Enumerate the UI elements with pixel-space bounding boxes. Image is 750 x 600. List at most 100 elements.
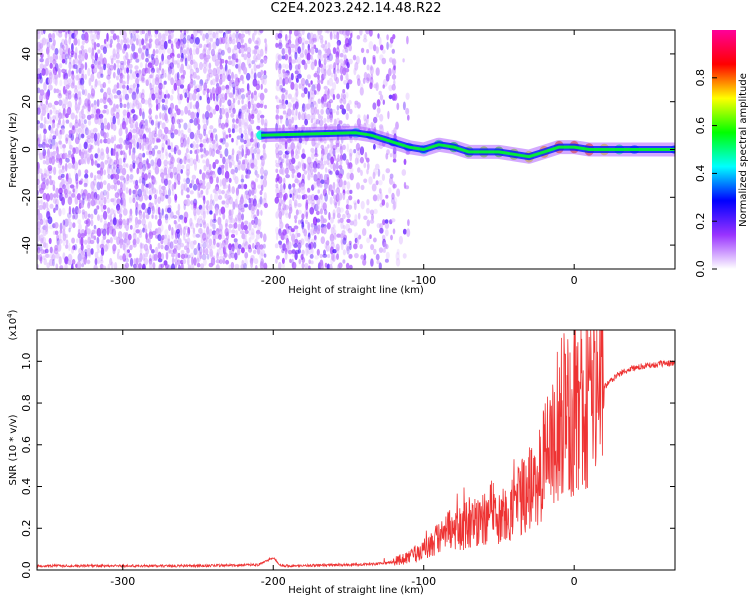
spectrogram-noise-cell [253,165,258,171]
spectrogram-noise-cell [195,67,200,74]
spectrogram-noise-cell [128,196,133,204]
spectrogram-noise-cell [148,53,151,59]
spectrogram-noise-cell [84,177,89,187]
spectrogram-noise-cell [214,99,219,106]
spectrogram-noise-cell [94,160,98,166]
spectrogram-noise-cell [224,170,230,180]
spectrogram-noise-cell [187,264,191,269]
spectrogram-noise-cell [173,239,179,245]
spectrogram-noise-cell [306,52,311,61]
spectrogram-noise-cell [171,154,174,162]
spectrogram-noise-cell [96,138,100,147]
spectrogram-noise-cell [198,193,203,198]
spectrogram-noise-cell [54,63,59,72]
spectrogram-noise-cell [343,60,347,66]
spectrogram-noise-cell [128,141,133,150]
spectrogram-noise-cell [93,235,97,241]
spectrogram-y-axis-label: Frequency (Hz) [8,112,19,188]
spectrogram-noise-cell [206,253,210,260]
spectrogram-noise-cell [157,102,161,110]
spectrogram-noise-cell [212,142,216,152]
spectrogram-noise-cell [138,193,144,202]
spectrogram-noise-cell [100,122,105,131]
spectrogram-noise-cell [263,172,267,180]
spectrogram-noise-cell [70,133,75,141]
spectrogram-noise-cell [43,258,47,266]
spectrogram-noise-cell [376,260,380,265]
spectrogram-noise-cell [103,196,107,205]
spectrogram-noise-cell [369,82,373,90]
spectrogram-noise-cell [71,43,74,52]
spectrogram-noise-cell [279,221,284,230]
spectrogram-noise-cell [321,153,324,161]
spectrogram-noise-cell [72,188,76,193]
spectrogram-noise-cell [228,196,234,205]
spectrogram-noise-cell [157,32,162,41]
spectrogram-noise-cell [388,94,393,100]
spectrogram-noise-cell [313,173,318,182]
spectrogram-noise-cell [235,139,239,146]
spectrogram-noise-cell [61,68,66,74]
spectrogram-noise-cell [234,85,239,90]
spectrogram-noise-cell [83,49,88,54]
spectrogram-noise-cell [177,203,181,212]
spectrogram-noise-cell [184,238,188,244]
spectrogram-noise-cell [339,30,344,35]
spectrogram-noise-cell [205,188,209,196]
spectrogram-noise-cell [132,117,135,124]
spectrogram-noise-cell [339,207,344,213]
spectrogram-noise-cell [307,173,311,181]
spectrogram-noise-cell [48,237,52,245]
spectrogram-noise-cell [221,137,226,145]
spectrogram-noise-cell [386,34,389,41]
spectrogram-noise-cell [115,151,119,161]
spectrogram-noise-cell [281,104,287,110]
spectrogram-noise-cell [196,112,200,119]
spectrogram-noise-cell [363,114,367,122]
spectrogram-noise-cell [310,80,313,85]
spectrogram-noise-cell [199,30,203,36]
spectrogram-noise-cell [243,262,247,269]
spectrogram-noise-cell [59,222,63,231]
spectrogram-noise-cell [152,161,156,171]
spectrogram-noise-cell [112,123,117,132]
spectrogram-noise-cell [39,76,43,84]
spectrogram-noise-cell [61,127,65,135]
spectrogram-noise-cell [214,159,219,165]
spectrogram-noise-cell [151,205,155,215]
spectrogram-noise-cell [234,198,238,207]
spectrogram-noise-cell [159,120,162,125]
spectrogram-noise-cell [345,30,351,37]
spectrogram-noise-cell [45,228,49,235]
spectrogram-noise-cell [73,37,78,46]
spectrogram-noise-cell [196,134,199,139]
spectrogram-noise-cell [334,202,338,209]
spectrogram-noise-cell [52,193,57,199]
spectrogram-noise-cell [234,127,239,133]
spectrogram-noise-cell [154,126,157,135]
spectrogram-noise-cell [113,62,117,71]
spectrogram-noise-cell [307,221,311,231]
spectrogram-noise-cell [87,67,91,77]
spectrogram-noise-cell [171,253,175,258]
spectrogram-noise-cell [99,139,103,144]
spectrogram-noise-cell [191,174,197,180]
spectrogram-noise-cell [298,258,302,265]
spectrogram-noise-cell [238,127,243,134]
spectrogram-noise-cell [304,112,307,121]
spectrogram-noise-cell [323,53,328,59]
spectrogram-noise-cell [79,77,85,86]
spectrogram-noise-cell [173,258,179,263]
spectrogram-noise-cell [96,30,100,40]
spectrogram-noise-cell [61,196,65,206]
spectrogram-noise-cell [100,88,104,93]
spectrogram-noise-cell [287,93,292,100]
spectrogram-noise-cell [67,259,72,266]
spectrogram-noise-cell [366,237,371,244]
spectrogram-noise-cell [134,65,139,70]
spectrogram-noise-cell [287,113,292,121]
spectrogram-noise-cell [51,72,56,80]
spectrogram-noise-cell [311,113,316,120]
spectrogram-noise-cell [87,143,93,151]
spectrogram-noise-cell [158,48,162,55]
